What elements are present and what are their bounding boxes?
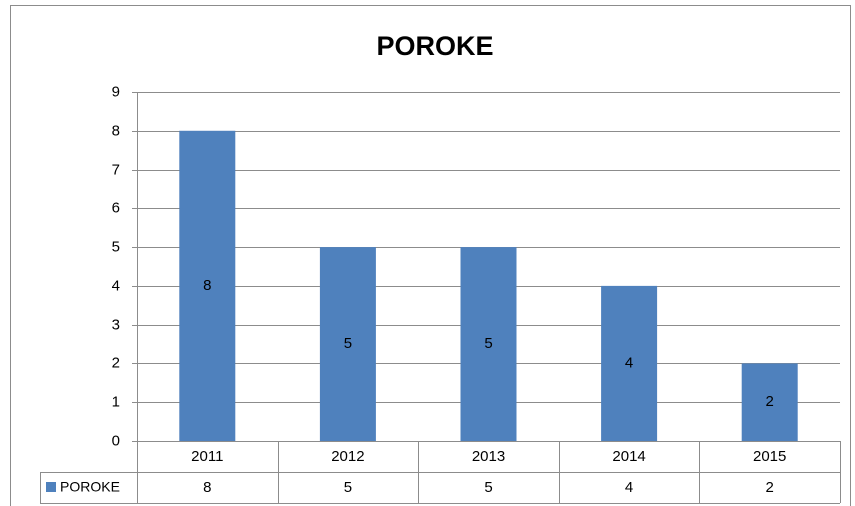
y-tick-label: 7 bbox=[112, 161, 120, 178]
legend-key bbox=[46, 482, 56, 492]
data-label: 5 bbox=[484, 335, 492, 352]
chart-border bbox=[10, 5, 851, 506]
x-tick-label: 2014 bbox=[612, 448, 645, 465]
bar bbox=[460, 247, 517, 441]
y-tick-label: 5 bbox=[112, 238, 120, 255]
y-tick-label: 6 bbox=[112, 199, 120, 216]
table-value: 5 bbox=[344, 479, 352, 496]
y-tick-label: 8 bbox=[112, 122, 120, 139]
data-label: 2 bbox=[766, 393, 774, 410]
x-tick-label: 2015 bbox=[753, 448, 786, 465]
x-tick-label: 2012 bbox=[331, 448, 364, 465]
x-tick-label: 2011 bbox=[191, 448, 223, 465]
y-tick-label: 9 bbox=[112, 83, 120, 100]
y-tick-label: 3 bbox=[112, 316, 120, 333]
legend-label: POROKE bbox=[60, 479, 120, 495]
data-label: 8 bbox=[203, 277, 211, 294]
y-tick-label: 0 bbox=[112, 432, 120, 449]
table-value: 8 bbox=[203, 479, 211, 496]
data-label: 4 bbox=[625, 354, 633, 371]
y-tick-label: 2 bbox=[112, 354, 120, 371]
table-value: 2 bbox=[766, 479, 774, 496]
table-value: 4 bbox=[625, 479, 633, 496]
bar bbox=[319, 247, 376, 441]
y-tick-label: 1 bbox=[112, 393, 120, 410]
bar bbox=[179, 130, 236, 441]
chart-title: POROKE bbox=[376, 31, 493, 61]
bar bbox=[741, 363, 798, 441]
y-tick-label: 4 bbox=[112, 277, 120, 294]
x-tick-label: 2013 bbox=[472, 448, 505, 465]
data-label: 5 bbox=[344, 335, 352, 352]
bar bbox=[601, 285, 658, 441]
table-value: 5 bbox=[484, 479, 492, 496]
